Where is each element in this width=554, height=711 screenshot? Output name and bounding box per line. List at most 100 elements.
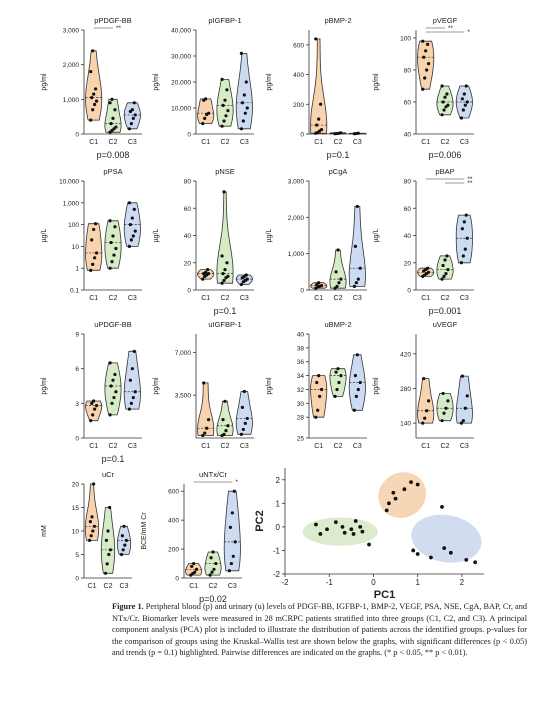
x-tick-label: -1: [326, 578, 334, 587]
x-tick-label: C2: [441, 139, 450, 146]
data-point: [355, 353, 359, 357]
figure-caption: Figure 1. Peripheral blood (p) and urina…: [112, 601, 527, 659]
data-point: [89, 70, 93, 74]
data-point: [460, 227, 464, 231]
data-point: [94, 222, 98, 226]
data-point: [220, 254, 224, 258]
y-axis-label: µg/L: [266, 229, 273, 243]
pca-point: [391, 490, 396, 495]
data-point: [108, 361, 112, 365]
data-point: [108, 413, 112, 417]
data-point: [210, 570, 214, 574]
y-tick-label: 30,000: [171, 54, 191, 61]
data-point: [111, 234, 115, 238]
chart-title: pIGFBP-1: [208, 16, 241, 25]
x-tick-label: C3: [128, 295, 137, 302]
violin-C2: [436, 255, 454, 280]
y-tick-label: 80: [404, 68, 412, 75]
data-point: [245, 277, 249, 281]
violin-C2: [104, 220, 122, 269]
data-point: [241, 119, 245, 123]
data-point: [459, 421, 464, 425]
pca-point: [442, 546, 447, 550]
data-point: [208, 573, 212, 577]
y-tick-label: 10: [72, 529, 80, 536]
data-point: [441, 391, 445, 396]
pca-point: [351, 532, 356, 536]
y-tick-label: 600: [168, 489, 179, 496]
y-tick-label: 600: [293, 42, 304, 49]
data-point: [443, 95, 447, 99]
y-tick-label: 20: [404, 260, 412, 267]
data-point: [441, 100, 445, 104]
data-point: [113, 108, 117, 112]
data-point: [130, 216, 134, 220]
data-point: [127, 127, 132, 131]
data-point: [93, 407, 97, 411]
data-point: [127, 244, 132, 248]
pca-point: [314, 522, 318, 527]
pca-point: [333, 520, 338, 525]
data-point: [220, 124, 224, 128]
data-point: [90, 515, 94, 519]
data-point: [91, 108, 95, 112]
data-point: [90, 401, 94, 405]
data-point: [128, 378, 132, 382]
data-point: [129, 238, 133, 242]
y-tick-label: 0: [175, 576, 179, 583]
violin-C3: [223, 490, 241, 572]
data-point: [421, 421, 425, 425]
data-point: [227, 569, 232, 573]
x-tick-label: C3: [240, 443, 249, 450]
data-point: [319, 102, 323, 106]
y-tick-label: 40: [297, 332, 305, 339]
data-point: [233, 540, 237, 544]
pca-point: [415, 552, 420, 556]
x-tick-label: C3: [120, 583, 129, 590]
x-tick-label: C3: [460, 443, 469, 450]
data-point: [211, 550, 215, 554]
data-point: [112, 253, 116, 257]
y-tick-label: 1: [276, 499, 281, 508]
x-tick-label: C3: [240, 295, 249, 302]
p-value: p=0.1: [102, 454, 125, 464]
data-point: [91, 529, 95, 533]
data-point: [440, 277, 444, 281]
x-tick-label: C3: [353, 443, 362, 450]
chart-title: pVEGF: [433, 16, 458, 25]
y-tick-label: 0: [187, 132, 191, 139]
pca-point: [349, 527, 354, 532]
pca-point: [353, 519, 358, 523]
chart-title: pBMP-2: [324, 16, 351, 25]
pca-point: [358, 524, 363, 529]
data-point: [206, 111, 211, 115]
data-point: [339, 277, 343, 281]
y-tick-label: 40: [404, 132, 412, 139]
x-tick-label: C2: [109, 139, 118, 146]
data-point: [89, 268, 93, 272]
data-point: [194, 567, 199, 571]
data-point: [460, 97, 464, 101]
y-tick-label: 140: [400, 421, 411, 428]
data-point: [91, 413, 95, 417]
data-point: [89, 419, 93, 423]
figure-panels: pPDGF-BB pg/ml 0 1,000 2,000 3,000 C1 C2 C3 ** p=0…: [41, 16, 484, 604]
data-point: [133, 390, 137, 394]
panel-14: -2 -1 0 1 2 -2 -1 0 1 2 PC1 PC2: [254, 468, 484, 601]
data-point: [209, 556, 213, 560]
data-point: [205, 426, 209, 430]
violin-C3: [235, 391, 253, 435]
data-point: [192, 561, 196, 566]
panel-1: pIGFBP-1 pg/ml 0 10,000 20,000 30,000 40,000 C1…: [153, 16, 254, 146]
x-tick-label: C2: [221, 139, 230, 146]
y-axis-label: pg/ml: [41, 73, 48, 91]
data-point: [245, 416, 249, 421]
x-tick-label: C1: [314, 139, 323, 146]
data-point: [120, 534, 124, 538]
x-tick-label: C3: [353, 295, 362, 302]
y-tick-label: 7,000: [175, 350, 192, 357]
cluster-ellipse: [302, 517, 378, 546]
data-point: [108, 266, 112, 270]
caption-text: Peripheral blood (p) and urinary (u) lev…: [112, 602, 527, 658]
